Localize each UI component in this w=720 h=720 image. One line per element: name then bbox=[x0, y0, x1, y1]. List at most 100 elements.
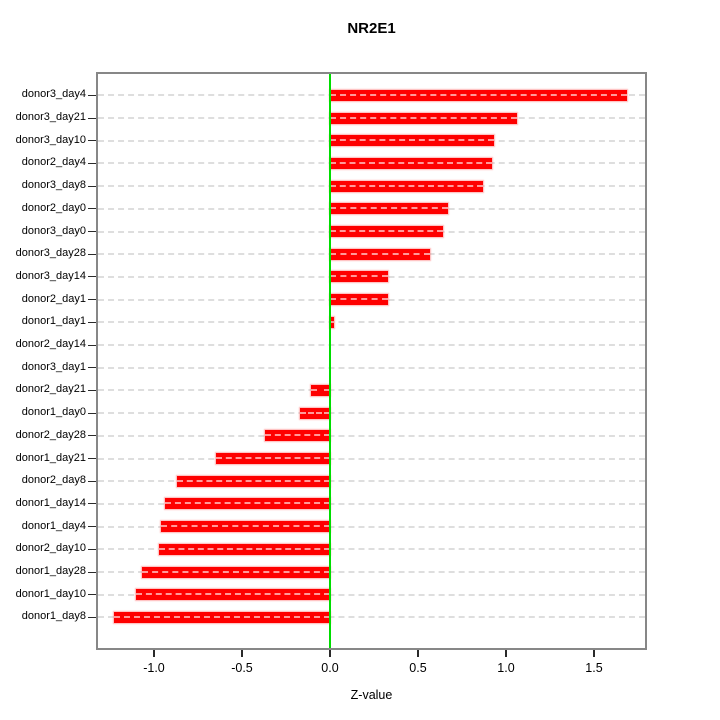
bar-dash-pattern bbox=[300, 411, 330, 414]
y-axis-label-donor1_day1: donor1_day1 bbox=[21, 315, 86, 328]
bar-donor1_day8 bbox=[113, 611, 330, 623]
bar-dash-pattern bbox=[141, 570, 330, 573]
y-axis-label-donor1_day21: donor1_day21 bbox=[15, 451, 86, 464]
bar-donor1_day21 bbox=[215, 453, 330, 465]
bar-dash-pattern bbox=[330, 320, 334, 323]
y-axis-label-donor2_day21: donor2_day21 bbox=[15, 383, 86, 396]
bar-dash-pattern bbox=[264, 434, 330, 437]
x-axis-tick bbox=[505, 650, 507, 657]
bar-donor3_day8 bbox=[330, 180, 484, 192]
y-axis-label-donor1_day14: donor1_day14 bbox=[15, 496, 86, 509]
y-axis-tick bbox=[88, 503, 96, 505]
bar-donor2_day21 bbox=[310, 384, 330, 396]
bar-donor1_day10 bbox=[136, 589, 330, 601]
y-axis-label-donor2_day14: donor2_day14 bbox=[15, 338, 86, 351]
gridline bbox=[98, 525, 645, 528]
bar-donor2_day0 bbox=[330, 203, 448, 215]
bar-dash-pattern bbox=[136, 593, 330, 596]
gridline bbox=[98, 434, 645, 437]
bar-donor3_day21 bbox=[330, 112, 517, 124]
y-axis-tick bbox=[88, 548, 96, 550]
y-axis-tick bbox=[88, 117, 96, 119]
y-axis-label-donor3_day0: donor3_day0 bbox=[21, 224, 86, 237]
chart-title: NR2E1 bbox=[347, 20, 396, 37]
gridline bbox=[98, 480, 645, 483]
y-axis-tick bbox=[88, 594, 96, 596]
bar-dash-pattern bbox=[164, 502, 330, 505]
x-axis-tick-label: 0.0 bbox=[321, 661, 339, 675]
y-axis-tick bbox=[88, 389, 96, 391]
bar-dash-pattern bbox=[176, 479, 330, 482]
y-axis-tick bbox=[88, 140, 96, 142]
y-axis-label-donor2_day8: donor2_day8 bbox=[21, 474, 86, 487]
bar-dash-pattern bbox=[159, 547, 330, 550]
bar-dash-pattern bbox=[330, 116, 517, 119]
y-axis-tick bbox=[88, 208, 96, 210]
gridline bbox=[98, 571, 645, 574]
y-axis-tick bbox=[88, 299, 96, 301]
x-axis-tick-label: 1.0 bbox=[497, 661, 515, 675]
bar-donor2_day10 bbox=[159, 543, 330, 555]
y-axis-label-donor1_day4: donor1_day4 bbox=[21, 519, 86, 532]
zero-reference-line bbox=[329, 74, 331, 648]
x-axis-tick bbox=[329, 650, 331, 657]
gridline bbox=[98, 457, 645, 460]
y-axis-tick bbox=[88, 367, 96, 369]
gridline bbox=[98, 593, 645, 596]
x-axis-tick-label: -1.0 bbox=[143, 661, 165, 675]
bar-donor3_day14 bbox=[330, 271, 389, 283]
x-axis-tick bbox=[593, 650, 595, 657]
bar-dash-pattern bbox=[330, 161, 492, 164]
y-axis-label-donor3_day28: donor3_day28 bbox=[15, 247, 86, 260]
bar-dash-pattern bbox=[330, 93, 628, 96]
gridline bbox=[98, 366, 645, 369]
gridline bbox=[98, 344, 645, 347]
bar-donor2_day28 bbox=[264, 430, 330, 442]
y-axis-tick bbox=[88, 616, 96, 618]
y-axis-tick bbox=[88, 276, 96, 278]
y-axis-label-donor3_day21: donor3_day21 bbox=[15, 111, 86, 124]
y-axis-label-donor1_day0: donor1_day0 bbox=[21, 406, 86, 419]
bar-dash-pattern bbox=[330, 252, 431, 255]
x-axis-tick-label: 1.5 bbox=[585, 661, 603, 675]
y-axis-tick bbox=[88, 458, 96, 460]
y-axis-label-donor1_day28: donor1_day28 bbox=[15, 565, 86, 578]
bar-dash-pattern bbox=[330, 207, 448, 210]
x-axis-tick bbox=[417, 650, 419, 657]
plot-area bbox=[96, 72, 647, 650]
bar-donor1_day0 bbox=[300, 407, 330, 419]
y-axis-label-donor2_day28: donor2_day28 bbox=[15, 428, 86, 441]
y-axis-label-donor3_day8: donor3_day8 bbox=[21, 179, 86, 192]
y-axis-tick bbox=[88, 185, 96, 187]
x-axis-tick bbox=[153, 650, 155, 657]
x-axis-tick-label: -0.5 bbox=[231, 661, 253, 675]
y-axis-tick bbox=[88, 253, 96, 255]
bar-dash-pattern bbox=[330, 230, 443, 233]
y-axis-tick bbox=[88, 412, 96, 414]
bar-donor3_day4 bbox=[330, 89, 628, 101]
bar-dash-pattern bbox=[310, 388, 330, 391]
y-axis-tick bbox=[88, 321, 96, 323]
y-axis-tick bbox=[88, 162, 96, 164]
gridline bbox=[98, 502, 645, 505]
gridline bbox=[98, 616, 645, 619]
y-axis-label-donor1_day10: donor1_day10 bbox=[15, 587, 86, 600]
gridline bbox=[98, 321, 645, 324]
bar-dash-pattern bbox=[330, 275, 389, 278]
bar-donor1_day14 bbox=[164, 498, 330, 510]
y-axis-label-donor1_day8: donor1_day8 bbox=[21, 610, 86, 623]
bar-dash-pattern bbox=[330, 184, 484, 187]
bar-donor3_day0 bbox=[330, 226, 443, 238]
y-axis-label-donor3_day10: donor3_day10 bbox=[15, 133, 86, 146]
bar-donor1_day1 bbox=[330, 316, 334, 328]
y-axis-tick bbox=[88, 94, 96, 96]
bar-donor1_day28 bbox=[141, 566, 330, 578]
x-axis-title: Z-value bbox=[350, 688, 393, 702]
bar-dash-pattern bbox=[330, 139, 494, 142]
x-axis-tick-label: 0.5 bbox=[409, 661, 427, 675]
y-axis-label-donor3_day4: donor3_day4 bbox=[21, 88, 86, 101]
y-axis-tick bbox=[88, 526, 96, 528]
bar-donor3_day28 bbox=[330, 248, 431, 260]
bar-donor2_day8 bbox=[176, 475, 330, 487]
